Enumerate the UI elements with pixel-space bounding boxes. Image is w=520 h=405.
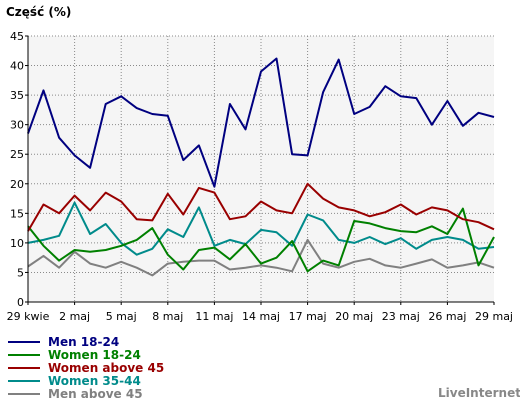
legend-label-women-above-45: Women above 45 — [48, 361, 164, 375]
grid — [28, 35, 494, 302]
series-line-women-35-44 — [27, 201, 495, 256]
x-tick-label: 8 maj — [152, 310, 183, 323]
y-tick-label: 25 — [10, 148, 24, 161]
x-tick-label: 14 maj — [242, 310, 280, 323]
y-tick-label: 30 — [10, 119, 24, 132]
x-tick-label: 2 maj — [59, 310, 90, 323]
y-tick-label: 5 — [17, 266, 24, 279]
y-tick-label: 45 — [10, 30, 24, 43]
y-tick-label: 40 — [10, 60, 24, 73]
y-tick-label: 20 — [10, 178, 24, 191]
y-axis-label: Część (%) — [6, 5, 71, 19]
y-tick-label: 10 — [10, 237, 24, 250]
x-tick-label: 29 maj — [475, 310, 513, 323]
series-line-women-above-45 — [27, 182, 495, 232]
x-tick-label: 5 maj — [106, 310, 137, 323]
legend-label-men-18-24: Men 18-24 — [48, 335, 119, 349]
series-lines — [27, 57, 495, 277]
source-label: LiveInternet — [438, 386, 520, 400]
y-axis-ticks: 0 5 10 15 20 25 30 35 40 45 — [10, 30, 28, 309]
y-tick-label: 15 — [10, 207, 24, 220]
x-tick-label: 11 maj — [195, 310, 233, 323]
legend-label-women-35-44: Women 35-44 — [48, 374, 141, 388]
y-tick-label: 0 — [17, 296, 24, 309]
series-line-men-above-45 — [27, 238, 495, 277]
x-tick-label: 26 maj — [428, 310, 466, 323]
x-tick-label: 29 kwie — [7, 310, 50, 323]
series-line-men-18-24 — [27, 57, 495, 188]
x-axis-ticks: 29 kwie 2 maj 5 maj 8 maj 11 maj 14 maj 17 maj… — [7, 302, 513, 323]
legend-label-men-above-45: Men above 45 — [48, 387, 143, 401]
x-tick-label: 20 maj — [335, 310, 373, 323]
x-tick-label: 23 maj — [382, 310, 420, 323]
legend-label-women-18-24: Women 18-24 — [48, 348, 141, 362]
y-tick-label: 35 — [10, 89, 24, 102]
x-tick-label: 17 maj — [289, 310, 327, 323]
series-line-women-18-24 — [27, 207, 495, 273]
